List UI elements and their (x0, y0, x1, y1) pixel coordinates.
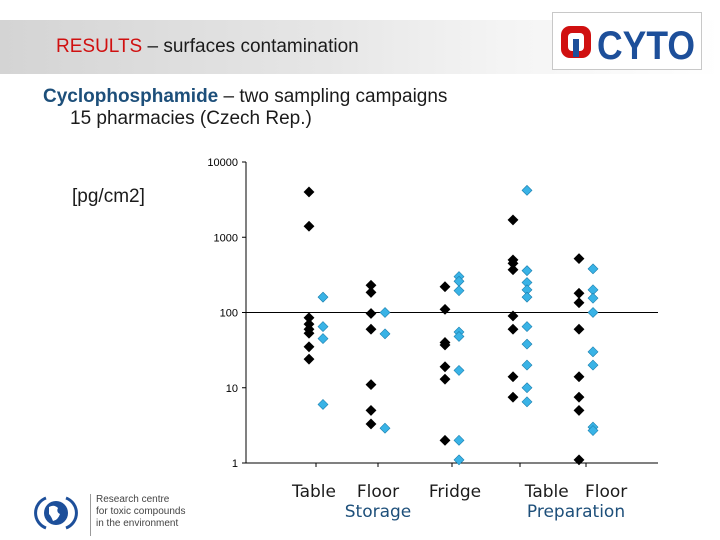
data-point-campaign-1 (365, 404, 377, 416)
cyto-logo: CYTO (552, 12, 702, 70)
logo-bracket-right (65, 496, 78, 530)
drug-name: Cyclophosphamide (43, 86, 219, 107)
slide-title-rest: – surfaces contamination (142, 36, 359, 57)
data-point-campaign-1 (303, 341, 315, 353)
data-point-campaign-1 (573, 253, 585, 265)
logo-text: CYTO (597, 24, 695, 68)
data-point-campaign-2 (453, 434, 465, 446)
data-point-campaign-1 (573, 404, 585, 416)
y-tick-label: 1000 (214, 232, 238, 244)
category-label-floor-2: Floor (584, 482, 628, 502)
data-point-campaign-2 (317, 291, 329, 303)
subtitle-line2: 15 pharmacies (Czech Rep.) (70, 108, 312, 129)
research-centre-logo (34, 496, 78, 530)
footer-institution: Research centre for toxic compounds in t… (96, 494, 186, 530)
data-point-campaign-1 (439, 361, 451, 373)
data-point-campaign-1 (303, 220, 315, 232)
data-point-campaign-1 (507, 264, 519, 276)
logo-bracket-left (34, 496, 47, 530)
data-point-campaign-2 (587, 425, 599, 436)
category-label-fridge: Fridge (420, 482, 490, 502)
data-point-campaign-1 (573, 454, 585, 466)
data-point-campaign-2 (587, 307, 599, 318)
data-point-campaign-2 (587, 263, 599, 275)
footer-divider (90, 494, 91, 536)
subtitle: Cyclophosphamide – two sampling campaign… (43, 86, 447, 108)
data-point-campaign-1 (365, 323, 377, 335)
data-point-campaign-2 (317, 321, 329, 333)
data-point-campaign-2 (521, 265, 533, 277)
y-tick-label: 100 (220, 308, 238, 320)
data-point-campaign-1 (365, 308, 377, 319)
data-point-campaign-1 (507, 214, 519, 226)
data-point-campaign-2 (521, 338, 533, 350)
data-point-campaign-2 (379, 422, 391, 434)
data-point-campaign-2 (521, 291, 533, 303)
data-point-campaign-1 (439, 281, 451, 293)
data-point-campaign-1 (365, 379, 377, 391)
data-point-campaign-1 (507, 371, 519, 383)
data-point-campaign-2 (587, 292, 599, 304)
data-point-campaign-1 (365, 286, 377, 298)
data-point-campaign-1 (573, 323, 585, 335)
data-point-campaign-2 (379, 307, 391, 318)
data-point-campaign-1 (303, 327, 315, 339)
data-point-campaign-1 (573, 297, 585, 309)
slide-title: RESULTS – surfaces contamination (56, 36, 359, 58)
category-label-table: Table (284, 482, 344, 502)
data-point-campaign-2 (317, 333, 329, 345)
data-point-campaign-2 (317, 399, 329, 410)
data-point-campaign-1 (365, 418, 377, 430)
data-point-campaign-2 (587, 359, 599, 371)
globe-land (49, 505, 60, 521)
data-point-campaign-1 (439, 373, 451, 385)
data-point-campaign-1 (507, 310, 519, 322)
data-point-campaign-1 (573, 391, 585, 403)
category-label-preparation-text: Preparation (526, 502, 626, 522)
data-point-campaign-1 (439, 339, 451, 351)
footer-line: in the environment (96, 518, 179, 529)
data-point-campaign-1 (303, 353, 315, 365)
data-point-campaign-1 (573, 371, 585, 383)
category-label-line1: Floor (356, 482, 400, 502)
category-label-line1-pair: Table Floor (520, 482, 632, 502)
scatter-chart: 1 10 100 1000 10000 (190, 140, 672, 468)
y-tick-label: 10000 (207, 157, 238, 169)
category-label-line2: Storage (344, 502, 412, 522)
category-label-preparation: Table Floor Preparation (520, 482, 632, 522)
data-point-campaign-1 (303, 186, 315, 198)
data-point-campaign-1 (439, 434, 451, 446)
data-point-campaign-2 (521, 321, 533, 333)
data-point-campaign-2 (521, 396, 533, 408)
data-point-campaign-2 (521, 359, 533, 371)
data-point-campaign-2 (453, 285, 465, 297)
category-label-line1: Table (292, 482, 336, 502)
y-tick-label: 10 (226, 383, 238, 395)
y-tick-label: 1 (232, 458, 238, 468)
y-unit-label: [pg/cm2] (72, 186, 145, 207)
cyto-logo-graphic: CYTO (561, 24, 695, 68)
logo-stem (573, 39, 579, 57)
data-point-campaign-2 (587, 346, 599, 358)
data-point-campaign-2 (453, 454, 465, 466)
data-point-campaign-2 (521, 382, 533, 394)
data-point-campaign-1 (507, 323, 519, 335)
chart-background (190, 140, 672, 468)
category-label-floor-storage: Floor Storage (338, 482, 418, 522)
category-label-table-2: Table (524, 482, 569, 502)
subtitle-rest: – two sampling campaigns (218, 86, 448, 107)
footer-line: for toxic compounds (96, 506, 186, 517)
data-point-campaign-2 (521, 184, 533, 196)
data-point-campaign-2 (453, 331, 465, 342)
data-point-campaign-1 (439, 303, 451, 315)
data-point-campaign-1 (507, 391, 519, 403)
category-label-line1: Fridge (428, 482, 482, 502)
footer-line: Research centre (96, 494, 170, 505)
data-point-campaign-2 (453, 364, 465, 376)
data-point-campaign-2 (379, 328, 391, 340)
slide-title-accent: RESULTS (56, 36, 143, 57)
